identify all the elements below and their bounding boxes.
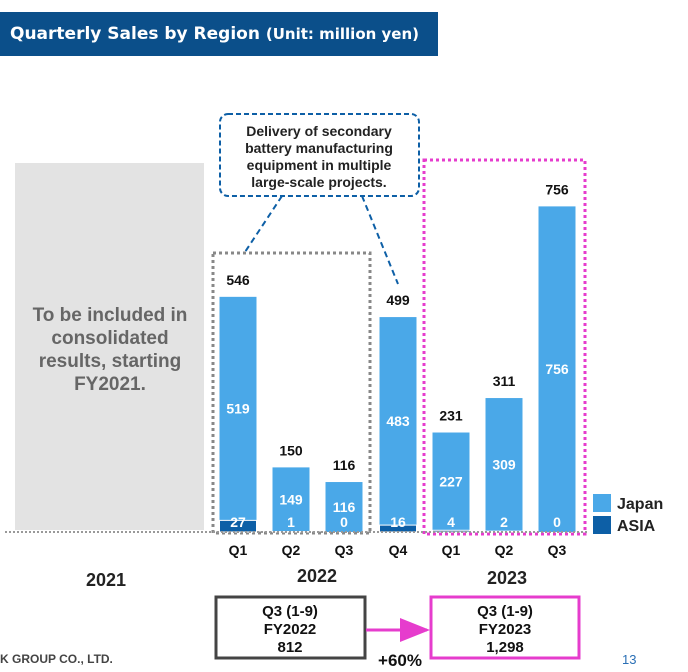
x-tick-label: Q2 [495,542,514,558]
bar-japan [219,296,257,532]
page-number: 13 [622,652,637,667]
fy2023-highlight-frame [422,158,587,536]
bar-japan-label: 519 [226,401,250,417]
x-tick-label: Q4 [389,542,408,558]
callout-line: Delivery of secondary [246,123,392,139]
placeholder-2021-box [15,163,204,530]
comparison-right-line: 1,298 [486,639,524,656]
bar-total-label: 231 [439,408,463,424]
growth-rate: +60% [378,651,422,670]
bar-asia-label: 4 [447,514,455,530]
legend-swatch-asia [593,516,611,534]
bar-japan [485,398,523,532]
x-tick-label: Q2 [282,542,301,558]
legend-label-japan: Japan [617,496,663,513]
comparison-right-line: Q3 (1-9) [477,603,533,620]
comparison-left-line: Q3 (1-9) [262,603,318,620]
title-unit: (Unit: million yen) [265,25,420,43]
callout-connector [361,195,399,285]
bar-total-label: 499 [386,292,410,308]
bar-asia-label: 27 [230,514,246,530]
bar-total-label: 756 [545,181,569,197]
placeholder-line: FY2021. [74,374,146,395]
fy2022-frame [211,251,372,535]
callout-connector [244,195,283,253]
bar-japan-label: 227 [439,473,463,489]
legend-swatch-japan [593,494,611,512]
bar-japan [272,467,310,532]
x-tick-label: Q3 [548,542,567,558]
callout-box [219,113,420,197]
x-tick-label: Q1 [229,542,248,558]
year-label-2023: 2023 [487,568,527,588]
comparison-fy2023-box [429,595,581,660]
bar-japan-label: 149 [279,491,303,507]
bar-asia [485,530,523,533]
bar-asia-label: 2 [500,514,508,530]
placeholder-line: To be included in [33,305,188,326]
slide-title: Quarterly Sales by Region (Unit: million… [0,12,438,56]
legend-label-asia: ASIA [617,518,656,535]
bar-japan-label: 116 [333,499,356,515]
bar-asia-label: 1 [287,514,295,530]
bar-total-label: 116 [333,457,356,473]
title-text: Quarterly Sales by Region [10,24,260,44]
x-tick-label: Q1 [442,542,461,558]
bar-japan-label: 309 [492,457,516,473]
callout-line: large-scale projects. [251,174,386,190]
callout-line: battery manufacturing [245,140,393,156]
bar-japan [379,317,417,532]
bar-asia-label: 16 [390,514,406,530]
bar-asia-label: 0 [553,514,561,530]
comparison-left-line: FY2022 [264,621,317,638]
year-label-2022: 2022 [297,566,337,586]
placeholder-line: consolidated [51,328,168,349]
comparison-fy2022-box [214,595,367,660]
comparison-left-line: 812 [277,639,302,656]
comparison-right-line: FY2023 [479,621,532,638]
bar-japan [432,432,470,532]
footer-company-name: K GROUP CO., LTD. [0,652,113,666]
bar-japan [538,206,576,532]
bar-asia-label: 0 [340,514,348,530]
x-tick-label: Q3 [335,542,354,558]
bar-japan-label: 756 [545,361,569,377]
bar-japan [325,482,363,532]
bar-total-label: 546 [226,272,250,288]
callout-line: equipment in multiple [247,157,392,173]
bar-total-label: 311 [493,373,516,389]
year-label-2021: 2021 [86,570,126,590]
bar-total-label: 150 [279,442,303,458]
bar-japan-label: 483 [386,413,410,429]
placeholder-line: results, starting [39,351,182,372]
